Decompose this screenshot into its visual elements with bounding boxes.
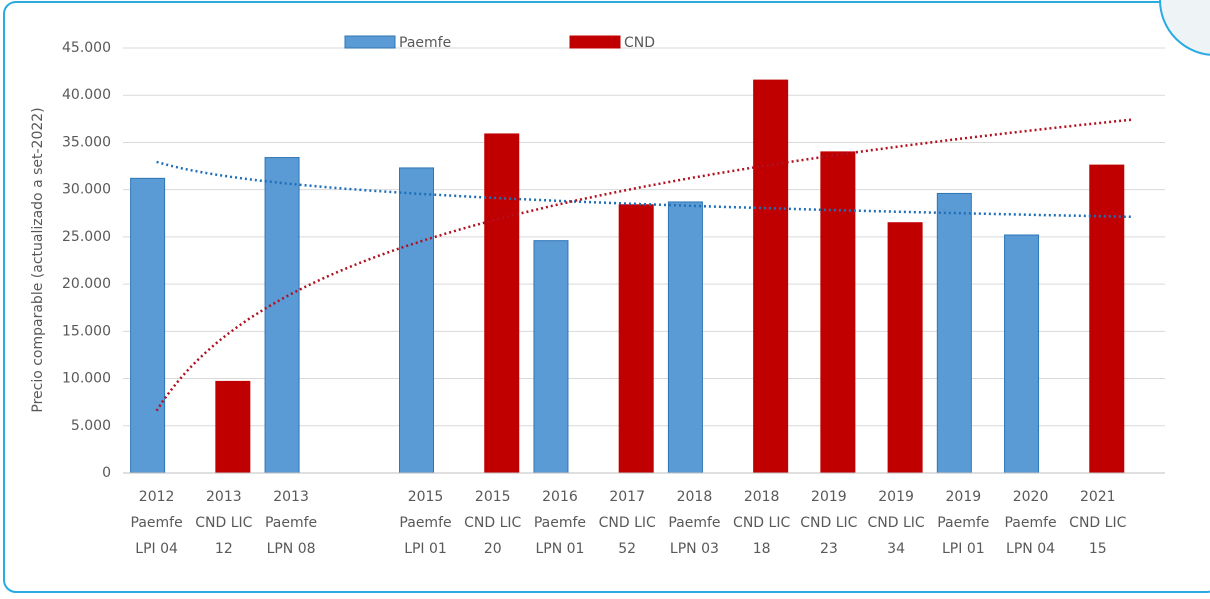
x-tick-label: 2018	[744, 489, 780, 505]
x-tick-label: CND LIC	[800, 515, 857, 531]
x-tick-label: Paemfe	[265, 515, 317, 531]
x-tick-label: 12	[215, 541, 233, 557]
trendline	[156, 160, 1132, 219]
bar	[753, 79, 789, 474]
x-tick-label: LPN 01	[535, 541, 584, 557]
x-tick-label: 18	[753, 541, 771, 557]
x-tick-label: Paemfe	[534, 515, 586, 531]
y-axis-label: Precio comparable (actualizado a set-202…	[30, 107, 46, 412]
x-tick-label: Paemfe	[668, 515, 720, 531]
bar	[667, 201, 703, 474]
x-tick-label: 2019	[946, 489, 982, 505]
x-tick-label: 2021	[1080, 489, 1116, 505]
x-tick-label: 20	[484, 541, 502, 557]
x-tick-label: CND LIC	[464, 515, 521, 531]
x-tick-label: Paemfe	[399, 515, 451, 531]
y-tick-label: 35.000	[62, 134, 111, 150]
legend-swatch	[569, 35, 621, 49]
x-tick-label: 2012	[139, 489, 175, 505]
y-tick-label: 10.000	[62, 371, 111, 387]
x-tick-label: 2017	[609, 489, 645, 505]
bar	[130, 177, 166, 474]
bar	[1004, 234, 1040, 474]
x-tick-label: 2019	[811, 489, 847, 505]
legend-swatch	[344, 35, 396, 49]
y-tick-label: 5.000	[71, 418, 111, 434]
y-tick-label: 25.000	[62, 229, 111, 245]
x-tick-label: 52	[618, 541, 636, 557]
x-tick-label: 23	[820, 541, 838, 557]
x-tick-label: 2013	[273, 489, 309, 505]
x-tick-label: Paemfe	[1004, 515, 1056, 531]
bar	[484, 133, 520, 474]
x-tick-label: LPN 03	[670, 541, 719, 557]
x-tick-label: 34	[887, 541, 905, 557]
bar	[533, 240, 569, 474]
x-tick-label: LPN 04	[1006, 541, 1055, 557]
bar	[1089, 164, 1125, 474]
y-tick-label: 0	[102, 465, 111, 481]
x-tick-label: CND LIC	[868, 515, 925, 531]
x-tick-label: 2018	[677, 489, 713, 505]
x-tick-label: 2019	[878, 489, 914, 505]
legend-label: CND	[624, 35, 655, 51]
bar	[264, 157, 300, 474]
bar	[618, 204, 654, 474]
x-tick-label: 2015	[475, 489, 511, 505]
trendline	[155, 118, 1132, 412]
x-tick-label: 2013	[206, 489, 242, 505]
x-tick-label: CND LIC	[195, 515, 252, 531]
y-tick-label: 45.000	[62, 40, 111, 56]
x-tick-label: CND LIC	[1069, 515, 1126, 531]
x-tick-label: 2015	[408, 489, 444, 505]
x-tick-label: Paemfe	[937, 515, 989, 531]
bar	[215, 380, 251, 474]
x-tick-label: 15	[1089, 541, 1107, 557]
x-tick-label: LPI 01	[404, 541, 447, 557]
y-tick-label: 20.000	[62, 276, 111, 292]
x-tick-label: LPI 04	[135, 541, 178, 557]
y-tick-label: 15.000	[62, 323, 111, 339]
bar	[936, 192, 972, 474]
bar	[887, 222, 923, 474]
x-tick-label: CND LIC	[599, 515, 656, 531]
x-tick-label: 2016	[542, 489, 578, 505]
x-tick-label: Paemfe	[131, 515, 183, 531]
bar	[399, 167, 435, 474]
x-tick-label: CND LIC	[733, 515, 790, 531]
x-tick-label: LPN 08	[267, 541, 316, 557]
y-tick-label: 30.000	[62, 182, 111, 198]
bar	[820, 151, 856, 474]
x-tick-label: LPI 01	[942, 541, 985, 557]
y-tick-label: 40.000	[62, 87, 111, 103]
corner-image	[1159, 0, 1210, 56]
x-tick-label: 2020	[1013, 489, 1049, 505]
frame	[3, 1, 1210, 593]
legend-label: Paemfe	[399, 35, 451, 51]
